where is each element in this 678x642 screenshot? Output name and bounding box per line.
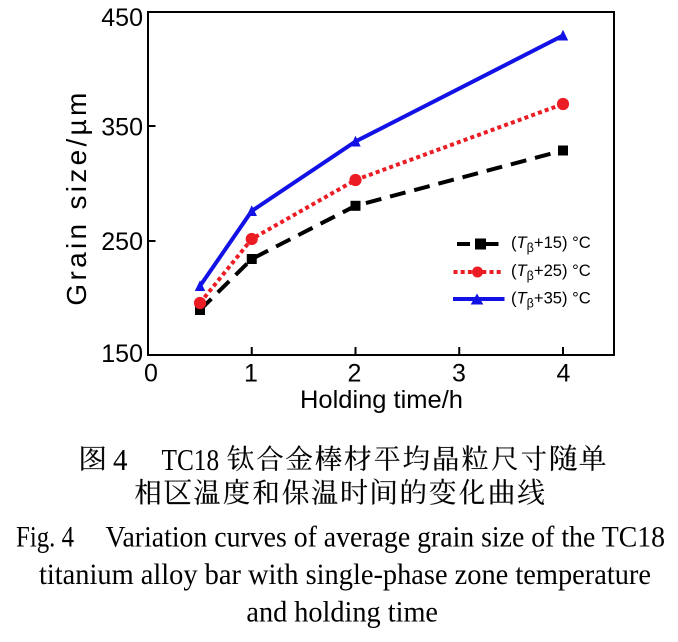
svg-text:(Tβ+25) °C: (Tβ+25) °C <box>511 261 591 283</box>
svg-text:and holding time: and holding time <box>246 595 438 628</box>
svg-text:Grain size/µm: Grain size/µm <box>61 89 92 305</box>
svg-text:4: 4 <box>113 442 128 477</box>
svg-text:3: 3 <box>452 360 466 388</box>
svg-text:350: 350 <box>101 114 143 142</box>
svg-text:4: 4 <box>557 360 571 388</box>
svg-text:Fig. 4: Fig. 4 <box>16 521 74 554</box>
svg-text:150: 150 <box>101 340 143 368</box>
svg-text:(Tβ+35) °C: (Tβ+35) °C <box>511 289 591 311</box>
svg-text:Holding time/h: Holding time/h <box>300 386 463 414</box>
svg-text:0: 0 <box>144 360 158 388</box>
svg-text:250: 250 <box>101 228 143 256</box>
svg-text:(Tβ+15) °C: (Tβ+15) °C <box>511 233 591 255</box>
svg-text:450: 450 <box>101 4 143 32</box>
svg-text:2: 2 <box>348 360 362 388</box>
svg-text:1: 1 <box>244 360 258 388</box>
svg-text:titanium alloy bar with single: titanium alloy bar with single-phase zon… <box>39 558 651 591</box>
svg-text:Variation curves of average gr: Variation curves of average grain size o… <box>106 521 666 554</box>
svg-text:TC18: TC18 <box>162 442 220 477</box>
